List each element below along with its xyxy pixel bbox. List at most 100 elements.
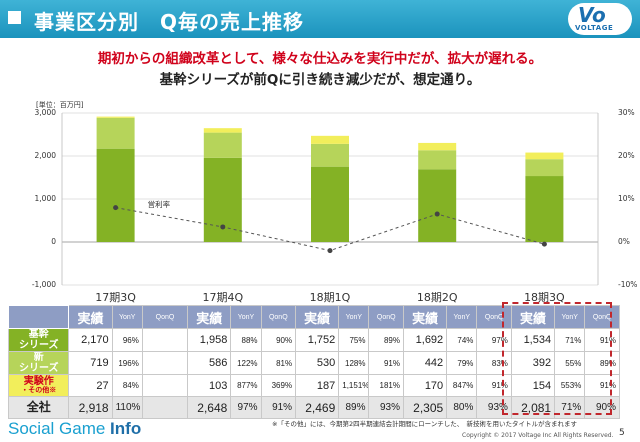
y-tick-label: 0 [51,237,56,246]
cell-yoy: 79% [446,351,478,375]
headline-red: 期初からの組織改革として、様々な仕込みを実行中だが、拡大が遅れる。 [97,51,543,67]
y-tick-label: 3,000 [34,108,56,117]
cell-actual: 719 [68,351,113,375]
y-tick-label: 2,000 [34,151,56,160]
x-category-label: 18期1Q [309,291,351,304]
cell-qoq: 91% [584,328,620,352]
cell-yoy: 89% [338,396,370,419]
row-label: 新シリーズ [7,351,70,375]
cell-yoy: 128% [338,351,370,375]
cell-qoq: 93% [476,396,512,419]
cell-qoq: 91% [260,396,297,419]
col-actual: 実績 [402,305,448,329]
cell-qoq: 93% [368,396,404,419]
cell-actual: 1,692 [402,328,448,352]
bar-segment [203,128,242,133]
cell-yoy: 71% [554,396,586,419]
bar-segment [96,117,135,149]
table-row: 新シリーズ 719 196% 586 122% 81% 530 128% 91% 442 79% 83… [7,351,620,375]
col-yoy: YonY [554,305,586,329]
cell-qoq [141,374,189,397]
cell-actual: 2,469 [295,396,340,419]
cell-qoq: 97% [476,328,512,352]
x-category-label: 17期3Q [95,291,136,304]
cell-yoy: 122% [230,351,262,375]
col-qoq: QonQ [476,305,512,329]
y2-tick-label: -10% [618,280,638,289]
cell-yoy: 96% [111,328,143,352]
logo-word: VOLTAGE [575,24,614,32]
cell-yoy: 110% [111,396,143,419]
col-qoq: QonQ [141,305,189,329]
bar-segment [525,176,564,242]
col-yoy: YonY [230,305,262,329]
bar-segment [96,116,135,118]
cell-actual: 27 [68,374,113,397]
cell-qoq [141,328,189,352]
header-corner [7,305,70,329]
col-yoy: YonY [446,305,478,329]
footnote: ※「その他」には、今期第2四半期連結会計期間にローンチした、 新技術を用いたタイ… [272,420,578,428]
headline-black: 基幹シリーズが前Qに引き続き減少だが、想定通り。 [159,72,481,88]
cell-yoy: 80% [446,396,478,419]
bar-segment [418,142,457,151]
y2-tick-label: 10% [618,194,635,203]
cell-actual: 2,648 [187,396,232,419]
y2-tick-label: 20% [618,151,635,160]
copyright: Copyright © 2017 Voltage Inc All Rights … [462,432,614,439]
sales-chart [61,112,599,286]
table-row: 実験作 ・その他※ 27 84% 103 877% 369% 187 1,151% 181% 170… [7,374,620,397]
cell-yoy: 847% [446,374,478,397]
cell-actual: 2,918 [68,396,113,419]
cell-qoq: 90% [260,328,297,352]
col-yoy: YonY [111,305,143,329]
y-tick-label: -1,000 [31,280,56,289]
cell-actual: 1,958 [187,328,232,352]
page-number: 5 [619,428,625,438]
cell-actual: 442 [402,351,448,375]
bar-segment [96,148,135,242]
row-label: 実験作 ・その他※ [7,374,70,397]
col-actual: 実績 [510,305,556,329]
cell-qoq: 90% [584,396,620,419]
title-bar: 事業区分別 Q毎の売上推移 [0,0,640,38]
cell-qoq [141,396,189,419]
bar-segment [203,132,242,158]
brand-logo: Social Game Info [8,419,141,439]
col-actual: 実績 [187,305,232,329]
cell-yoy: 1,151% [338,374,370,397]
cell-actual: 187 [295,374,340,397]
cell-qoq: 369% [260,374,297,397]
cell-yoy: 55% [554,351,586,375]
profit-rate-point [541,241,547,247]
cell-qoq: 91% [368,351,404,375]
cell-qoq: 91% [476,374,512,397]
row-label: 基幹 シリーズ [7,328,70,352]
bar-segment [311,143,349,167]
table-row: 全社 2,918 110% 2,648 97% 91% 2,469 89% 93% 2,305 80… [7,396,620,419]
profit-rate-point [220,224,226,230]
cell-yoy: 84% [111,374,143,397]
col-qoq: QonQ [584,305,620,329]
unit-label: [単位：百万円] [36,101,84,109]
y2-tick-label: 0% [618,237,630,246]
cell-actual: 2,081 [510,396,556,419]
col-actual: 実績 [295,305,340,329]
title-square-icon [8,11,21,24]
cell-qoq: 83% [476,351,512,375]
profit-rate-point [434,211,440,217]
cell-qoq: 81% [260,351,297,375]
cell-actual: 530 [295,351,340,375]
cell-actual: 170 [402,374,448,397]
y2-tick-label: 30% [618,108,635,117]
cell-actual: 392 [510,351,556,375]
voltage-logo: Vo VOLTAGE [568,3,632,35]
table-header: 実績 YonY QonQ 実績 YonY QonQ 実績 YonY QonQ 実績 YonY QonQ… [7,305,620,329]
cell-yoy: 196% [111,351,143,375]
row-sublabel: ・その他※ [21,387,57,394]
cell-actual: 154 [510,374,556,397]
cell-yoy: 553% [554,374,586,397]
cell-actual: 103 [187,374,232,397]
x-category-label: 17期4Q [202,291,244,304]
profit-rate-point [113,205,119,211]
